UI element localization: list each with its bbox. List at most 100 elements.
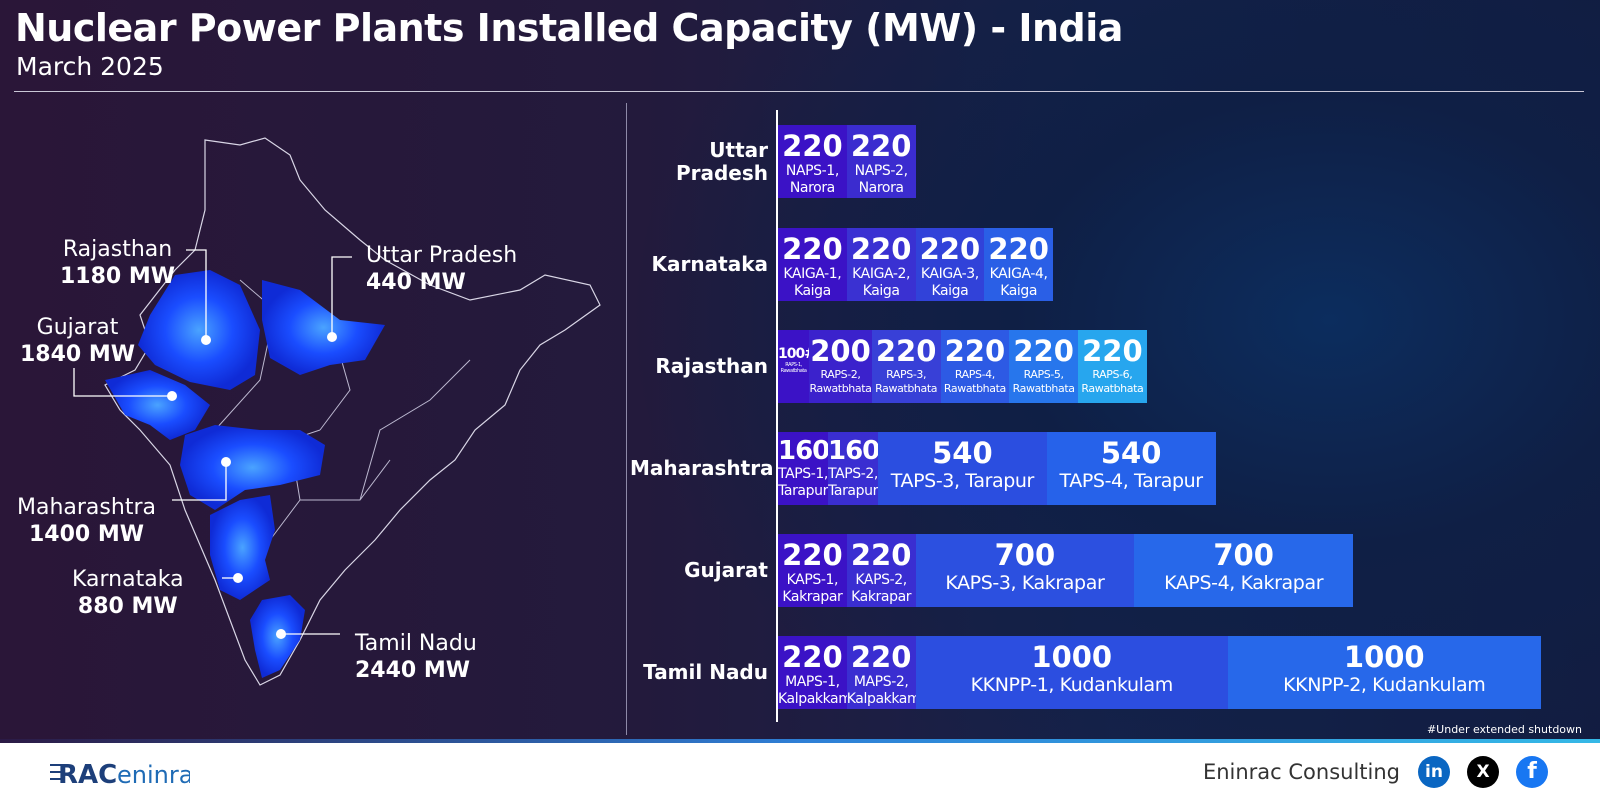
bar-segment: 220 NAPS-1, Narora [778,125,847,198]
plant-label: MAPS-1, Kalpakkam [778,674,847,707]
bar-value-label: 220 [782,129,843,163]
plant-label: RAPS-5, Rawatbhata [1012,368,1075,395]
bar-value-label: 220 [782,232,843,266]
chart-axis [776,110,778,722]
bar-value-label: 1000 [1031,640,1113,674]
callout-tamil-nadu: Tamil Nadu 2440 MW [355,631,477,683]
bar-segment: 220 KAIGA-2, Kaiga [846,228,916,301]
linkedin-icon[interactable]: in [1418,756,1450,788]
bar-segment: 200 RAPS-2, Rawatbhata [809,330,872,403]
bar-value-label: 220 [782,538,843,572]
plant-label: MAPS-2, Kalpakkam [846,674,916,707]
bar-segment: 220 RAPS-5, Rawatbhata [1009,330,1078,403]
bar-value-label: 160 [828,436,878,466]
state-label: Karnataka [651,251,768,276]
bar-value-label: 1000 [1343,640,1425,674]
karnataka-region [210,495,275,600]
bar-segment: 220 KAPS-2, Kakrapar [846,534,916,607]
plant-label: TAPS-3, Tarapur [890,470,1035,492]
bar-value-label: 220 [850,129,912,163]
bar-segment: 220 MAPS-1, Kalpakkam [778,636,847,709]
callout-maharashtra: Maharashtra 1400 MW [17,495,156,547]
plant-label: TAPS-1, Tarapur [778,466,828,499]
x-icon[interactable]: X [1467,756,1499,788]
callout-leaders [73,249,352,635]
bar-segment: 540 TAPS-3, Tarapur [878,432,1047,505]
svg-text:eninrac: eninrac [117,761,190,789]
bar-segment: 100#RAPS-1, Rawatbhata [778,330,810,403]
bar-value-label: 220 [850,538,912,572]
bar-value-label: 220 [850,232,912,266]
facebook-icon[interactable]: f [1516,756,1548,788]
panel-divider [626,103,627,735]
plant-label: RAPS-6, Rawatbhata [1081,368,1144,395]
plant-label: KKNPP-2, Kudankulam [1283,674,1486,696]
plant-label: RAPS-4, Rawatbhata [943,368,1006,395]
bar-value-label: 220 [1013,334,1074,368]
eninrac-logo: RAC eninrac [50,760,190,790]
maharashtra-region [180,425,325,510]
plant-label: NAPS-2, Narora [854,163,908,196]
bar-value-label: 700 [994,538,1056,572]
page-title: Nuclear Power Plants Installed Capacity … [15,6,1123,50]
callout-rajasthan: Rajasthan 1180 MW [60,237,176,289]
bar-value-label: 700 [1213,538,1274,572]
bar-segment: 160 TAPS-1, Tarapur [778,432,828,505]
bar-value-label: 220 [944,334,1006,368]
footnote: #Under extended shutdown [1426,723,1582,736]
plant-label: KAPS-4, Kakrapar [1164,572,1324,594]
state-label: Rajasthan [655,353,768,378]
plant-label: RAPS-2, Rawatbhata [809,368,872,395]
state-label: Maharashtra [630,455,774,480]
callout-gujarat: Gujarat 1840 MW [20,315,136,367]
bar-value-label: 540 [1100,436,1162,470]
plant-label: TAPS-4, Tarapur [1059,470,1204,492]
plant-label: KAIGA-1, Kaiga [783,266,842,299]
bar-value-label: 220 [782,640,843,674]
bar-segment: 220 MAPS-2, Kalpakkam [846,636,916,709]
plant-label: KAIGA-3, Kaiga [920,266,979,299]
gujarat-region [105,370,210,440]
state-label: Gujarat [684,557,768,582]
plant-label: KAPS-1, Kakrapar [782,572,843,605]
bar-value-label: 220 [1082,334,1143,368]
bar-value-label: 220 [988,232,1049,266]
state-label: Tamil Nadu [643,659,768,684]
bar-value-label: 160 [778,436,828,466]
bar-segment: 700 KAPS-3, Kakrapar [915,534,1135,607]
plant-label: KAPS-2, Kakrapar [851,572,912,605]
state-label: Uttar Pradesh [675,137,768,185]
brand-name: Eninrac Consulting [1202,760,1400,784]
bar-segment: 220 RAPS-3, Rawatbhata [871,330,941,403]
bar-value-label: 220 [850,640,912,674]
footer [0,743,1600,800]
bar-segment: 220 KAIGA-3, Kaiga [915,228,985,301]
bar-value-label: 220 [919,232,981,266]
bar-value-label: 540 [932,436,993,470]
rajasthan-region [138,270,260,390]
plant-label: TAPS-2, Tarapur [828,466,878,499]
plant-label: KAPS-3, Kakrapar [945,572,1105,594]
bar-value-label: 220 [875,334,937,368]
plant-label: KKNPP-1, Kudankulam [970,674,1174,696]
india-map [73,137,601,686]
bar-segment: 220 KAIGA-1, Kaiga [778,228,847,301]
uttar-pradesh-region [262,280,385,375]
callout-uttar-pradesh: Uttar Pradesh 440 MW [366,243,518,295]
title-divider [14,91,1584,92]
bar-segment: 160 TAPS-2, Tarapur [828,432,878,505]
plant-label: RAPS-3, Rawatbhata [875,368,938,395]
page-subtitle: March 2025 [16,52,164,81]
bar-segment: 220 KAIGA-4, Kaiga [984,228,1053,301]
plant-label: RAPS-1, Rawatbhata [780,362,807,374]
bar-segment: 220 RAPS-6, Rawatbhata [1078,330,1147,403]
footer-band [0,739,1600,743]
svg-text:RAC: RAC [58,760,117,790]
india-outline [104,137,601,686]
bar-segment: 220 KAPS-1, Kakrapar [778,534,847,607]
plant-label: KAIGA-4, Kaiga [989,266,1048,299]
bar-segment: 540 TAPS-4, Tarapur [1046,432,1216,505]
plant-label: KAIGA-2, Kaiga [852,266,911,299]
bar-value-label: 100# [778,346,809,362]
